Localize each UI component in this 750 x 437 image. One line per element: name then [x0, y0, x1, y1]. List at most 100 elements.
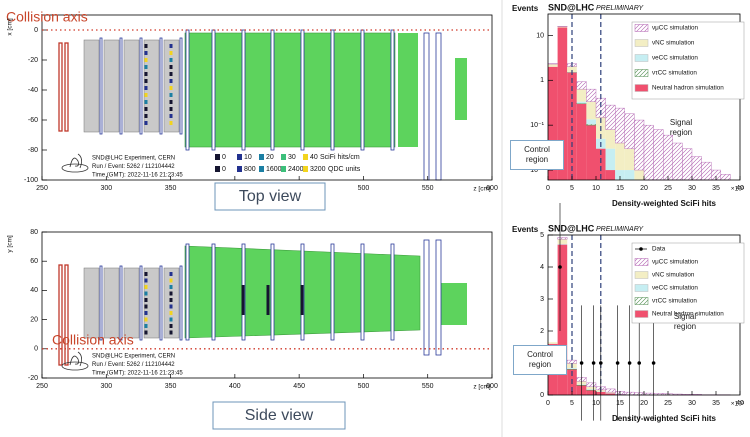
histogram-bar: [643, 124, 654, 181]
histogram-bar: [557, 27, 568, 180]
scale-swatch: [237, 154, 242, 160]
legend-box: [631, 242, 745, 324]
hit: [144, 65, 148, 69]
detector-plane: [64, 264, 69, 366]
hit: [169, 114, 173, 118]
hit: [144, 285, 148, 289]
y-tick-label: 10: [536, 32, 544, 39]
histogram-bar: [586, 125, 596, 180]
data-point: [627, 361, 632, 365]
hit: [169, 121, 173, 125]
hit: [169, 291, 173, 296]
y-tick-label: 80: [30, 229, 38, 236]
x-tick-label: 250: [36, 383, 48, 390]
scale-swatch: [303, 154, 308, 160]
legend-label: νμCC simulation: [652, 259, 698, 266]
x-tick-label: 350: [165, 383, 177, 390]
detector-plane: [159, 265, 163, 341]
detector-plane: [103, 39, 120, 133]
x-tick-label: 35: [712, 185, 720, 192]
detector-plane: [139, 265, 143, 341]
hit: [144, 324, 148, 328]
detector-plane: [360, 243, 365, 341]
data-point: [615, 361, 620, 365]
histogram-bar: [605, 148, 616, 171]
legend-label: ντCC simulation: [652, 70, 697, 77]
plot-frame: [41, 14, 493, 181]
hit: [169, 285, 173, 289]
histogram-bar: [557, 239, 568, 244]
hit: [144, 51, 148, 55]
hit: [144, 121, 148, 125]
x-tick-label: 35: [712, 400, 720, 407]
scale-swatch: [303, 166, 308, 172]
histogram-bar: [586, 101, 596, 120]
detector-plane: [58, 42, 63, 132]
detector-plane: [99, 37, 103, 135]
legend-label: νNC simulation: [652, 272, 695, 279]
hit: [169, 278, 173, 283]
x-tick-label: 0: [546, 185, 550, 192]
detector-plane: [360, 29, 365, 151]
hit: [169, 324, 173, 328]
hit: [144, 330, 148, 335]
hit: [300, 285, 304, 315]
detector-plane: [270, 29, 275, 151]
histogram-bar: [605, 170, 616, 180]
histogram-bar: [586, 382, 597, 387]
hit: [144, 79, 148, 83]
legend-swatch: [634, 39, 649, 47]
histogram-bar: [663, 134, 674, 181]
y-tick-label: -20: [28, 57, 38, 64]
histogram-bar: [576, 101, 587, 104]
event-info: SND@LHC Experiment, CERN: [92, 354, 175, 360]
view-label: Side view: [245, 407, 314, 424]
hit: [169, 304, 173, 309]
detector-plane: [300, 29, 305, 151]
event-info: Run / Event: 5262 / 112104442: [92, 164, 175, 170]
detector-plane: [139, 37, 143, 135]
hit: [144, 291, 148, 296]
x-tick-label: 20: [640, 185, 648, 192]
hit: [169, 298, 173, 302]
detector-plane: [330, 29, 335, 151]
logo: [69, 351, 82, 367]
x-tick-label: 600: [486, 185, 498, 192]
x-tick-label: 550: [422, 185, 434, 192]
hit: [169, 86, 173, 90]
event-info: Time (GMT): 2022-11-16 21:23:45: [92, 371, 183, 377]
y-axis-label: y [cm]: [7, 235, 14, 253]
histogram-bar: [634, 119, 645, 171]
histogram-bar: [634, 170, 644, 180]
hit: [169, 51, 173, 55]
chart-subtitle: PRELIMINARY: [596, 226, 645, 233]
detector-plane: [398, 33, 418, 147]
hit: [266, 285, 270, 315]
detector-plane: [58, 264, 63, 366]
detector-plane: [330, 243, 335, 341]
y-tick-label: 10⁻²: [530, 167, 544, 174]
legend-swatch: [634, 84, 649, 92]
histogram-bar: [567, 359, 578, 364]
x-tick-label: 15: [616, 400, 624, 407]
y-tick-label: -80: [28, 147, 38, 154]
y-axis-label: x [cm]: [7, 18, 14, 36]
x-tick-label: 5: [570, 185, 574, 192]
scale-label: 1600: [266, 166, 282, 173]
plot-frame: [41, 231, 493, 379]
annotation: Collision axis: [52, 332, 134, 348]
detector-plane: [103, 267, 120, 339]
x-tick-label: 25: [664, 185, 672, 192]
histogram-bar: [615, 107, 626, 144]
scale-swatch: [215, 154, 220, 160]
detector-plane: [185, 243, 190, 341]
legend-label: νμCC simulation: [652, 25, 698, 32]
legend-label: Neutral hadron simulation: [652, 85, 724, 92]
x-axis-label: Density-weighted SciFi hits: [612, 414, 717, 423]
histogram-bar: [624, 148, 635, 171]
hit: [144, 86, 148, 90]
hit: [144, 58, 148, 62]
hit: [144, 100, 148, 104]
histogram-bar: [605, 393, 616, 395]
chart-title: SND@LHC: [548, 223, 595, 233]
